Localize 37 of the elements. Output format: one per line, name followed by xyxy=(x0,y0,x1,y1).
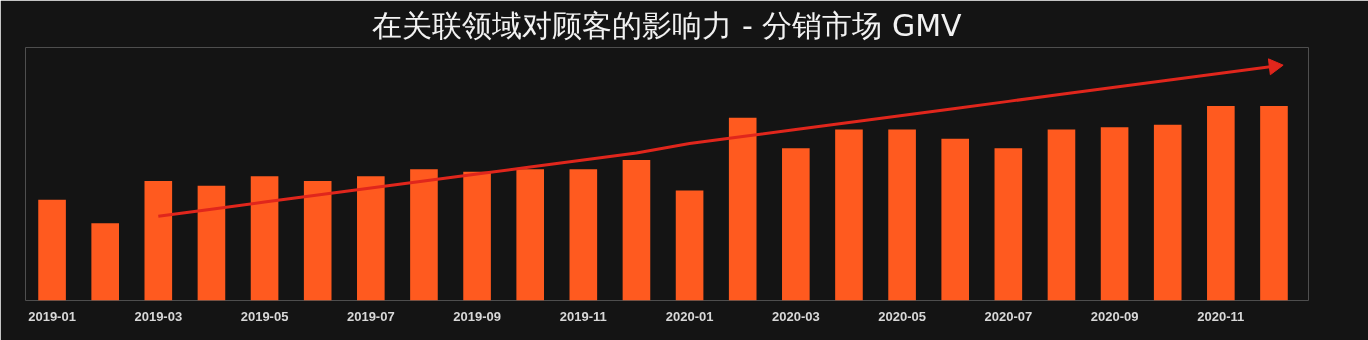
x-tick-label: 2020-05 xyxy=(878,308,926,324)
bar xyxy=(1100,127,1129,301)
x-tick-label: 2020-03 xyxy=(771,308,820,324)
bar xyxy=(835,129,863,301)
bar xyxy=(410,169,438,301)
x-tick-label: 2020-09 xyxy=(1090,308,1139,324)
bar xyxy=(357,176,385,301)
bar xyxy=(144,181,173,301)
bar xyxy=(1260,106,1288,301)
x-tick-label: 2020-07 xyxy=(984,308,1033,324)
bar xyxy=(569,169,598,301)
chart-title: 在关联领域对顾客的影响力 - 分销市场 GMV xyxy=(372,7,963,43)
x-tick-label: 2019-09 xyxy=(453,308,501,324)
bar xyxy=(197,185,226,301)
bar xyxy=(38,199,66,301)
bar xyxy=(728,117,757,301)
x-tick-label: 2019-07 xyxy=(346,308,395,324)
bar xyxy=(303,181,332,301)
bar xyxy=(941,138,970,301)
bar xyxy=(1047,129,1076,301)
x-tick-label: 2019-05 xyxy=(240,308,289,324)
bar xyxy=(91,223,119,301)
bar xyxy=(516,169,545,301)
bar xyxy=(782,148,810,301)
x-tick-label: 2020-11 xyxy=(1197,308,1245,324)
bar xyxy=(1153,124,1182,301)
bar xyxy=(250,176,279,301)
bar xyxy=(1207,106,1235,301)
x-tick-label: 2019-03 xyxy=(134,308,183,324)
bar xyxy=(994,148,1023,301)
bar xyxy=(463,171,491,301)
x-tick-label: 2019-11 xyxy=(559,308,607,324)
bar xyxy=(888,129,916,301)
bar xyxy=(622,159,651,301)
bar xyxy=(675,190,704,301)
x-tick-label: 2019-01 xyxy=(28,308,76,324)
x-tick-label: 2020-01 xyxy=(665,308,714,324)
